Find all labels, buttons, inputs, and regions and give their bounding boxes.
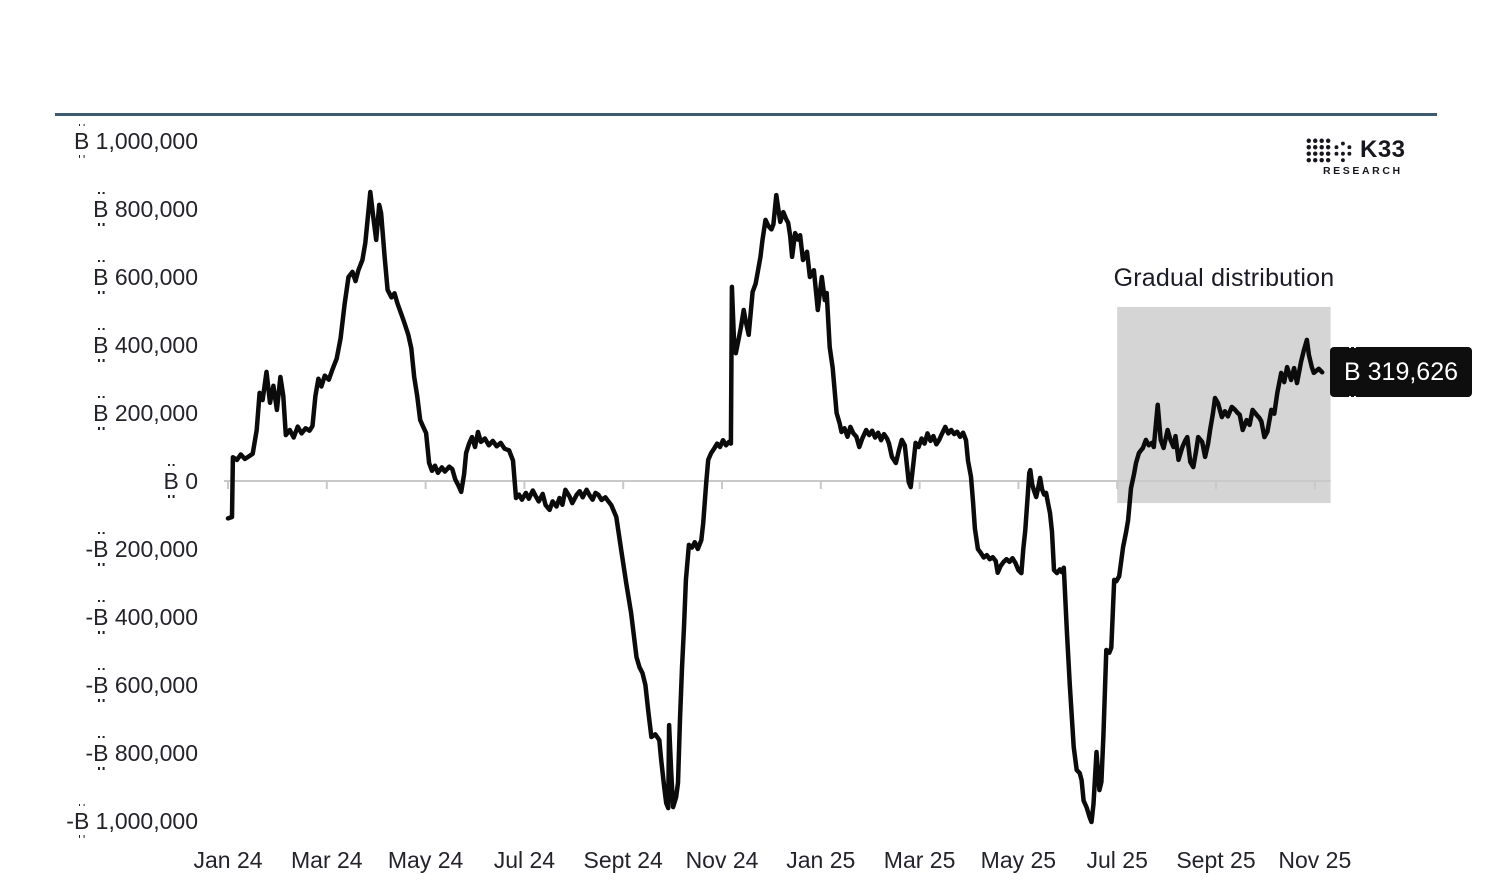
x-axis-label: Jan 24	[193, 847, 263, 873]
y-axis-label: -B 600,000	[85, 667, 198, 702]
k33-logo-research-text: RESEARCH	[1323, 165, 1403, 177]
x-axis-label: Mar 25	[883, 847, 956, 873]
x-axis-label: May 24	[387, 847, 464, 873]
x-axis-label: Sept 24	[583, 847, 663, 873]
x-axis-label: Jul 24	[493, 847, 556, 873]
y-axis-label: B 600,000	[93, 259, 198, 294]
k33-logo-text: K33	[1360, 136, 1406, 163]
k33-research-logo: K33 RESEARCH	[1306, 136, 1406, 177]
x-axis-label: May 25	[980, 847, 1057, 873]
y-axis-label: B 200,000	[93, 395, 198, 430]
x-axis-label: Nov 25	[1278, 847, 1352, 873]
last-value-badge: B 319,626	[1330, 344, 1473, 399]
y-axis-label: B 800,000	[93, 191, 198, 226]
y-axis-label: B 1,000,000	[73, 123, 198, 158]
y-axis-label: B 0	[163, 463, 198, 498]
annotation-gradual-distribution: Gradual distribution	[1113, 264, 1335, 292]
y-axis-label: -B 1,000,000	[66, 803, 198, 838]
annotation-region	[1117, 306, 1331, 504]
x-axis-label: Nov 24	[685, 847, 759, 873]
y-axis-label: -B 400,000	[85, 599, 198, 634]
x-axis-label: Jan 25	[786, 847, 856, 873]
y-axis-label: -B 200,000	[85, 531, 198, 566]
header-divider	[55, 113, 1437, 116]
series-line	[225, 189, 1325, 825]
x-axis-label: Sept 25	[1176, 847, 1256, 873]
y-axis-label: B 400,000	[93, 327, 198, 362]
x-axis-label: Jul 25	[1086, 847, 1148, 873]
k33-logo-dots-icon	[1306, 138, 1352, 163]
y-axis-label: -B 800,000	[85, 735, 198, 770]
x-axis-label: Mar 24	[291, 847, 363, 873]
